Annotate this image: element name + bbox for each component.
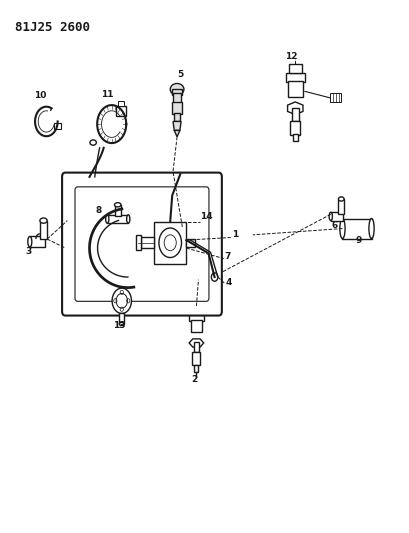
Text: 81J25 2600: 81J25 2600 (15, 21, 90, 34)
Text: 1: 1 (232, 230, 238, 239)
Bar (173, 93, 181, 103)
Bar (338, 199, 344, 214)
Text: 4: 4 (226, 278, 232, 287)
Circle shape (112, 288, 131, 313)
Ellipse shape (127, 215, 130, 223)
Bar (191, 306, 201, 313)
Ellipse shape (329, 212, 333, 221)
Text: 12: 12 (285, 52, 297, 61)
Ellipse shape (115, 203, 121, 207)
Bar (107, 215, 128, 223)
Bar (119, 313, 124, 324)
Bar (293, 134, 298, 141)
Ellipse shape (40, 218, 47, 223)
Bar (342, 219, 371, 239)
FancyBboxPatch shape (62, 173, 222, 316)
Bar (118, 101, 124, 107)
Text: 13: 13 (114, 321, 126, 330)
Bar (54, 123, 61, 130)
Bar (331, 212, 343, 221)
Text: 3: 3 (25, 247, 32, 256)
Bar (141, 238, 154, 248)
Bar (172, 89, 182, 95)
Ellipse shape (170, 84, 184, 95)
Text: 2: 2 (192, 375, 198, 384)
Bar (289, 64, 302, 74)
Text: 10: 10 (34, 91, 47, 100)
Ellipse shape (90, 140, 97, 145)
Text: 6: 6 (332, 221, 338, 230)
Bar (194, 365, 198, 372)
Ellipse shape (28, 237, 32, 247)
Bar (172, 102, 182, 114)
Bar (192, 352, 200, 365)
Bar (191, 320, 202, 333)
Bar (135, 236, 141, 250)
Bar (288, 81, 303, 96)
Text: 8: 8 (95, 206, 101, 215)
Polygon shape (288, 102, 303, 115)
Bar (154, 222, 187, 264)
Bar (187, 239, 195, 247)
Ellipse shape (340, 219, 345, 239)
Bar (189, 313, 204, 321)
Bar (115, 205, 121, 216)
Bar (292, 108, 299, 122)
Polygon shape (174, 131, 180, 137)
Text: 14: 14 (200, 212, 213, 221)
Ellipse shape (106, 215, 109, 223)
Ellipse shape (338, 197, 344, 201)
Bar (290, 121, 300, 135)
Bar (174, 113, 180, 122)
Ellipse shape (369, 219, 374, 239)
Bar (194, 342, 199, 352)
Bar (285, 74, 305, 82)
Bar (116, 107, 126, 116)
Bar (40, 221, 47, 239)
Bar (330, 93, 341, 102)
Polygon shape (173, 122, 181, 131)
Text: 11: 11 (101, 90, 114, 99)
Text: 5: 5 (177, 70, 183, 79)
Ellipse shape (119, 322, 124, 326)
Text: 9: 9 (356, 236, 362, 245)
Bar (30, 237, 45, 247)
Text: 7: 7 (225, 252, 231, 261)
Polygon shape (189, 339, 204, 347)
